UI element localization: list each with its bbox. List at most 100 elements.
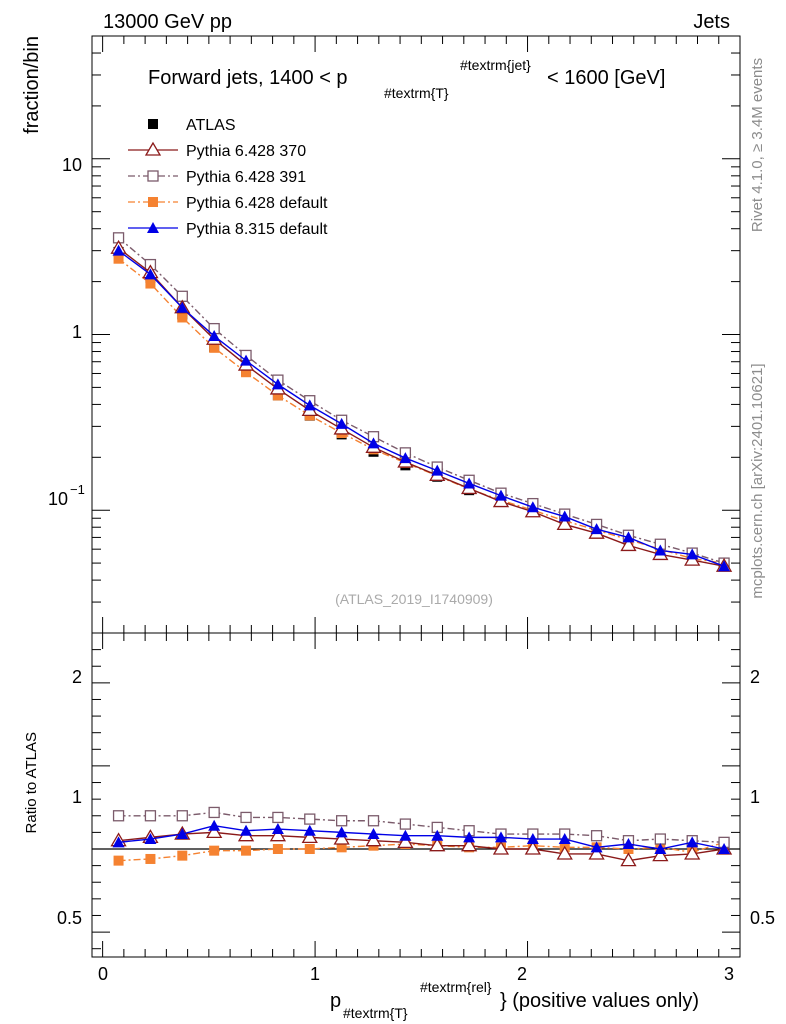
ratio-line [118, 825, 725, 850]
x-axis-label: p #textrm{T} #textrm{rel} } (positive va… [330, 979, 699, 1021]
jets-label: Jets [693, 11, 730, 33]
data-point [718, 560, 731, 572]
legend-label-p6-370: Pythia 6.428 370 [186, 143, 306, 160]
svg-text:< 1600 [GeV]: < 1600 [GeV] [547, 67, 665, 89]
legend: ATLAS Pythia 6.428 370 Pythia 6.428 391 … [128, 117, 328, 238]
ratio-point [241, 845, 252, 856]
main-series [110, 232, 733, 572]
ratio-point [206, 824, 223, 839]
x-tick-label-3: 3 [724, 964, 734, 984]
ratio-tick-label-1: 1 [72, 787, 82, 807]
ratio-point [144, 810, 157, 822]
series-line [118, 247, 725, 567]
ratio-point [684, 845, 701, 860]
x-tick-label-2: 2 [517, 964, 527, 984]
data-point [686, 548, 699, 560]
ratio-point [304, 813, 316, 825]
data-point [526, 501, 539, 513]
legend-label-p6-default: Pythia 6.428 default [186, 195, 328, 212]
legend-marker [147, 222, 159, 233]
ratio-point [208, 819, 221, 831]
svg-text:#textrm{jet}: #textrm{jet} [460, 57, 531, 73]
data-point [145, 278, 156, 289]
ratio-point [590, 841, 603, 853]
ratio-point [240, 811, 252, 824]
rivet-version-label: Rivet 4.1.0, ≥ 3.4M events [749, 58, 766, 232]
ratio-point [269, 827, 287, 842]
ratio-point [304, 844, 315, 854]
data-point [431, 464, 444, 476]
ratio-point [176, 828, 189, 840]
data-point [622, 531, 635, 543]
ratio-tick-label-right-2: 2 [750, 667, 760, 687]
ratio-point [112, 836, 125, 848]
ratio-point [145, 853, 156, 864]
ratio-plot-frame [91, 632, 741, 958]
ratio-point [333, 830, 350, 845]
ratio-point [240, 824, 253, 836]
ratio-point [524, 840, 541, 855]
ratio-point [397, 834, 414, 849]
data-point [367, 437, 380, 449]
data-point [556, 516, 573, 531]
ratio-point [556, 845, 573, 860]
ratio-point [301, 829, 318, 844]
ratio-point [620, 852, 637, 867]
data-point [494, 489, 507, 501]
ratio-point [365, 832, 382, 847]
legend-marker [144, 141, 162, 156]
data-point [144, 268, 157, 280]
ratio-point [177, 850, 188, 861]
series-line [118, 250, 725, 567]
data-point [335, 417, 348, 429]
ratio-series [110, 806, 733, 867]
data-point [209, 342, 220, 353]
data-point [241, 367, 252, 378]
ratio-point [463, 831, 476, 843]
data-point [176, 301, 189, 313]
ratio-point [431, 829, 444, 841]
ratio-point [144, 833, 157, 845]
ratio-point [176, 810, 188, 822]
svg-text:#textrm{T}: #textrm{T} [384, 85, 449, 101]
ratio-point [526, 833, 539, 845]
plot-title: Forward jets, 1400 < p #textrm{T} #textr… [148, 57, 665, 101]
legend-label-p8-default: Pythia 8.315 default [186, 221, 328, 238]
y-tick-exponent: −1 [70, 482, 85, 497]
data-point [620, 537, 637, 552]
y-tick-label-1: 1 [72, 322, 82, 342]
ratio-point [718, 843, 731, 854]
ratio-point [494, 831, 507, 843]
x-tick-label-0: 0 [98, 964, 108, 984]
series-line [118, 237, 725, 564]
ratio-point [492, 840, 510, 855]
svg-text:p: p [330, 990, 341, 1012]
ratio-point [272, 811, 284, 824]
svg-text:Forward jets, 1400 < p: Forward jets, 1400 < p [148, 67, 348, 89]
data-point [590, 523, 603, 535]
ratio-point [590, 830, 603, 842]
energy-label: 13000 GeV pp [103, 11, 232, 33]
x-tick-label-1: 1 [310, 964, 320, 984]
ratio-point [112, 810, 125, 822]
ratio-point [399, 818, 412, 830]
data-point [271, 378, 284, 390]
ratio-point [271, 823, 284, 835]
data-point [177, 312, 188, 323]
data-point [240, 354, 253, 366]
legend-marker [148, 119, 158, 129]
svg-text:#textrm{T}: #textrm{T} [343, 1005, 408, 1021]
legend-marker [147, 170, 159, 182]
data-point [208, 330, 221, 342]
ratio-tick-label-0.5: 0.5 [57, 908, 82, 928]
ratio-point [208, 806, 220, 819]
svg-text:} (positive values only): } (positive values only) [500, 990, 699, 1012]
ratio-point [558, 833, 571, 845]
ratio-point [652, 847, 669, 862]
ratio-point [588, 845, 605, 860]
legend-marker [148, 197, 158, 207]
ratio-line [118, 831, 725, 862]
ratio-point [113, 855, 124, 866]
ratio-point [335, 815, 348, 827]
